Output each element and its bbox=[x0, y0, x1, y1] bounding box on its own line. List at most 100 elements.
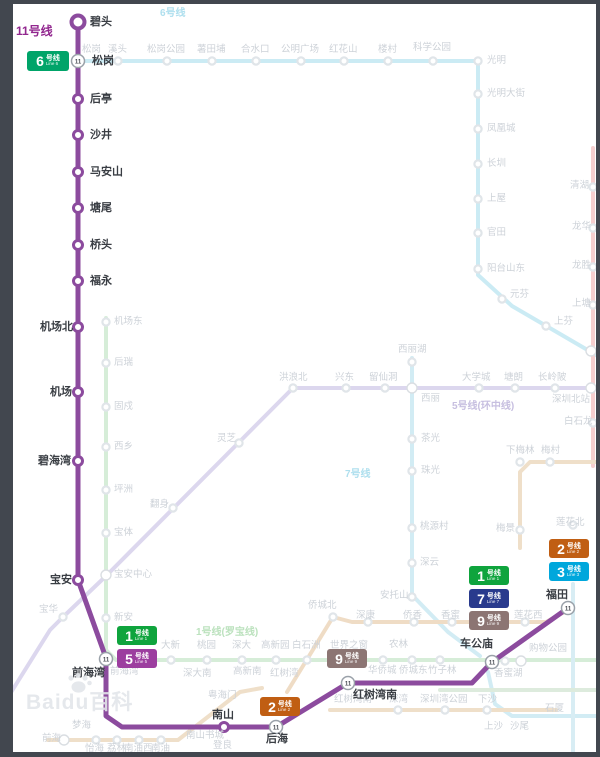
faded-interchange-marker bbox=[515, 655, 527, 667]
station-marker bbox=[218, 721, 230, 733]
faded-station-marker bbox=[58, 612, 68, 622]
interchange-station-marker bbox=[560, 600, 576, 616]
faded-station-marker bbox=[550, 383, 560, 393]
faded-station-marker bbox=[473, 194, 483, 204]
faded-station-marker bbox=[520, 617, 530, 627]
faded-station-marker bbox=[339, 56, 349, 66]
interchange-station-marker bbox=[340, 675, 356, 691]
faded-station-marker bbox=[237, 655, 247, 665]
station-marker bbox=[72, 275, 84, 287]
faded-station-marker bbox=[234, 438, 244, 448]
station-marker bbox=[72, 239, 84, 251]
faded-station-marker bbox=[296, 56, 306, 66]
faded-interchange-marker bbox=[339, 654, 351, 666]
interchange-line-number: 11 bbox=[489, 660, 496, 666]
faded-metro-line-line9a bbox=[518, 460, 600, 550]
faded-station-marker bbox=[497, 294, 507, 304]
frame-right bbox=[596, 0, 600, 757]
interchange-station-marker bbox=[70, 53, 86, 69]
station-marker bbox=[72, 386, 84, 398]
faded-station-marker bbox=[101, 402, 111, 412]
faded-station-marker bbox=[407, 558, 417, 568]
faded-station-marker bbox=[271, 655, 281, 665]
faded-station-marker bbox=[473, 159, 483, 169]
faded-metro-line-line7a bbox=[410, 356, 482, 658]
faded-station-marker bbox=[473, 56, 483, 66]
faded-station-marker bbox=[162, 56, 172, 66]
faded-metro-line-line1 bbox=[104, 316, 600, 662]
terminal-station-marker bbox=[69, 13, 87, 31]
faded-station-marker bbox=[328, 612, 338, 622]
interchange-station-marker bbox=[484, 654, 500, 670]
watermark-text: Baidu百科 bbox=[26, 691, 134, 714]
faded-station-marker bbox=[500, 656, 510, 666]
faded-station-marker bbox=[302, 655, 312, 665]
faded-station-marker bbox=[545, 457, 555, 467]
interchange-line-number: 11 bbox=[75, 59, 82, 65]
faded-station-marker bbox=[473, 264, 483, 274]
faded-station-marker bbox=[363, 617, 373, 627]
faded-station-marker bbox=[168, 503, 178, 513]
faded-station-marker bbox=[91, 735, 101, 745]
faded-station-marker bbox=[112, 735, 122, 745]
interchange-station-marker bbox=[98, 651, 114, 667]
line11-path bbox=[75, 19, 571, 730]
faded-station-marker bbox=[380, 383, 390, 393]
faded-station-marker bbox=[407, 434, 417, 444]
faded-station-marker bbox=[101, 528, 111, 538]
faded-station-marker bbox=[515, 457, 525, 467]
faded-station-marker bbox=[428, 56, 438, 66]
faded-interchange-marker bbox=[406, 382, 418, 394]
faded-metro-line-line6 bbox=[76, 59, 600, 360]
faded-station-marker bbox=[101, 358, 111, 368]
faded-station-marker bbox=[393, 705, 403, 715]
station-marker bbox=[72, 574, 84, 586]
faded-station-marker bbox=[510, 383, 520, 393]
faded-station-marker bbox=[407, 655, 417, 665]
faded-interchange-marker bbox=[585, 345, 597, 357]
station-marker bbox=[72, 202, 84, 214]
faded-station-marker bbox=[134, 735, 144, 745]
faded-station-marker bbox=[101, 442, 111, 452]
faded-station-marker bbox=[473, 124, 483, 134]
faded-station-marker bbox=[440, 705, 450, 715]
faded-station-marker bbox=[156, 735, 166, 745]
faded-station-marker bbox=[407, 523, 417, 533]
faded-station-marker bbox=[474, 383, 484, 393]
faded-station-marker bbox=[101, 485, 111, 495]
faded-interchange-marker bbox=[58, 734, 70, 746]
faded-station-marker bbox=[101, 317, 111, 327]
interchange-line-number: 11 bbox=[565, 606, 572, 612]
faded-station-marker bbox=[541, 321, 551, 331]
faded-station-marker bbox=[251, 56, 261, 66]
faded-station-marker bbox=[409, 617, 419, 627]
interchange-line-number: 11 bbox=[345, 681, 352, 687]
faded-station-marker bbox=[288, 383, 298, 393]
station-marker bbox=[72, 129, 84, 141]
station-marker bbox=[72, 455, 84, 467]
line11-title: 11号线 bbox=[16, 24, 53, 38]
faded-station-marker bbox=[166, 655, 176, 665]
baidu-paw-icon bbox=[68, 672, 92, 693]
faded-interchange-marker bbox=[585, 382, 597, 394]
faded-station-marker bbox=[407, 592, 417, 602]
faded-station-marker bbox=[407, 357, 417, 367]
faded-station-marker bbox=[435, 655, 445, 665]
faded-station-marker bbox=[378, 655, 388, 665]
faded-station-marker bbox=[101, 613, 111, 623]
frame-top bbox=[0, 0, 600, 4]
faded-station-marker bbox=[202, 655, 212, 665]
faded-station-marker bbox=[407, 466, 417, 476]
interchange-line-number: 11 bbox=[273, 725, 280, 731]
faded-interchange-marker bbox=[100, 569, 112, 581]
frame-left bbox=[0, 0, 13, 757]
station-marker bbox=[72, 166, 84, 178]
frame-bottom bbox=[0, 752, 600, 757]
interchange-station-marker bbox=[268, 719, 284, 735]
interchange-line-number: 11 bbox=[103, 657, 110, 663]
faded-station-marker bbox=[383, 56, 393, 66]
station-marker bbox=[72, 321, 84, 333]
faded-station-marker bbox=[515, 525, 525, 535]
